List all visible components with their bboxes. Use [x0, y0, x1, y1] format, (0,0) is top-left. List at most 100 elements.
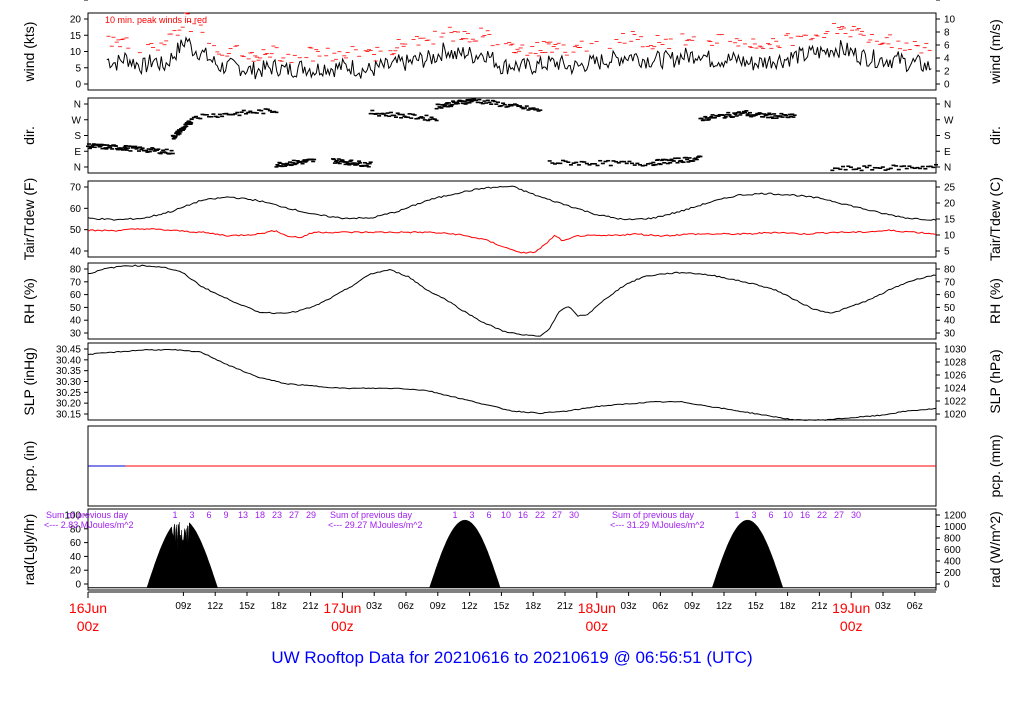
- rad-days-label: 18: [255, 510, 265, 520]
- slp-ytick-left-label: 30.45: [56, 345, 81, 356]
- wind-ytick-right-label: 6: [944, 41, 950, 52]
- dir-ytick-right-label: N: [944, 163, 951, 174]
- rad-ylabel-left: rad(Lgly/hr): [21, 514, 37, 586]
- rad-days-label: 10: [501, 510, 511, 520]
- dir-ytick-right-label: N: [944, 100, 951, 111]
- x-hour-label: 21z: [557, 601, 573, 612]
- rad-day-area: [146, 521, 219, 589]
- dir-panel-frame: [87, 97, 937, 174]
- rad-days-label: 3: [189, 510, 194, 520]
- slp-ytick-right-label: 1022: [944, 397, 967, 408]
- dir-ytick-left-label: S: [74, 131, 81, 142]
- rh-series-rh: [88, 264, 937, 337]
- wind-ytick-right-label: 8: [944, 28, 950, 39]
- rad-ytick-right-label: 1000: [944, 522, 967, 533]
- rad-ytick-right-label: 0: [944, 580, 950, 591]
- x-hour-label: 21z: [303, 601, 319, 612]
- dir-ytick-left-label: E: [74, 147, 81, 158]
- rad-days-label: 6: [768, 510, 773, 520]
- wind-annotation: 10 min. peak winds in red: [105, 15, 207, 25]
- slp-ytick-left-label: 30.15: [56, 410, 81, 421]
- rad-days-label: 13: [238, 510, 248, 520]
- dir-ytick-right-label: E: [944, 147, 951, 158]
- rad-days-label: 1: [172, 510, 177, 520]
- x-day-time: 00z: [77, 618, 100, 634]
- x-day-time: 00z: [840, 618, 863, 634]
- x-hour-label: 18z: [780, 601, 796, 612]
- temp-ytick-right-label: 10: [944, 231, 956, 242]
- x-hour-label: 09z: [430, 601, 446, 612]
- rad-ytick-left-label: 60: [70, 538, 82, 549]
- x-hour-label: 15z: [748, 601, 764, 612]
- x-day-date: 19Jun: [832, 600, 870, 616]
- rh-panel-frame: [87, 262, 937, 340]
- wind-ylabel-left: wind (kts): [21, 22, 37, 83]
- rh-ytick-left-label: 60: [70, 290, 82, 301]
- rad-annotation-line2: <--- 29.27 MJoules/m^2: [328, 520, 423, 530]
- x-day-time: 00z: [586, 618, 609, 634]
- rh-ytick-left-label: 30: [70, 329, 82, 340]
- x-hour-label: 09z: [175, 601, 191, 612]
- rad-annotation-line2: <--- 2.83 MJoules/m^2: [44, 520, 134, 530]
- rad-ytick-right-label: 1200: [944, 511, 967, 522]
- wind-ytick-left-label: 0: [75, 80, 81, 91]
- x-hour-label: 18z: [525, 601, 541, 612]
- temp-ytick-right-label: 5: [944, 247, 950, 258]
- wind-ytick-left-label: 5: [75, 63, 81, 74]
- rad-days-label: 23: [272, 510, 282, 520]
- rad-days-label: 16: [518, 510, 528, 520]
- rad-annotation-line1: Sum of previous day: [46, 510, 129, 520]
- rad-days-label: 22: [817, 510, 827, 520]
- pcp-ylabel-right: pcp. (mm): [987, 435, 1003, 498]
- pcp-ytick-left-label: 0: [75, 0, 81, 3]
- x-hour-label: 21z: [811, 601, 827, 612]
- rad-ylabel-right: rad (W/m^2): [987, 511, 1003, 588]
- temp-ytick-right-label: 15: [944, 215, 956, 226]
- slp-ytick-right-label: 1026: [944, 371, 967, 382]
- slp-ytick-right-label: 1028: [944, 358, 967, 369]
- rad-panel-frame: [87, 508, 937, 591]
- dir-ytick-left-label: W: [72, 115, 82, 126]
- slp-ylabel-right: SLP (hPa): [987, 349, 1003, 413]
- wind-ytick-left-label: 20: [70, 15, 82, 26]
- temp-series-tdew: [87, 228, 937, 254]
- slp-ytick-left-label: 30.25: [56, 388, 81, 399]
- rh-ytick-right-label: 40: [944, 316, 956, 327]
- page-title: UW Rooftop Data for 20210616 to 20210619…: [271, 648, 753, 667]
- rad-ytick-left-label: 40: [70, 552, 82, 563]
- wind-ylabel-right: wind (m/s): [987, 19, 1003, 85]
- dir-ytick-left-label: N: [74, 100, 81, 111]
- rad-days-label: 16: [800, 510, 810, 520]
- rad-days-label: 27: [552, 510, 562, 520]
- temp-panel-frame: [87, 180, 937, 258]
- rad-annotation-line1: Sum of previous day: [612, 510, 695, 520]
- x-hour-label: 06z: [398, 601, 414, 612]
- rad-days-label: 10: [783, 510, 793, 520]
- dir-ytick-right-label: W: [944, 115, 954, 126]
- temp-ylabel-left: Tair/Tdew (F): [21, 178, 37, 260]
- x-hour-label: 12z: [462, 601, 478, 612]
- slp-ytick-right-label: 1024: [944, 384, 967, 395]
- slp-ytick-right-label: 1020: [944, 410, 967, 421]
- slp-ytick-right-label: 1030: [944, 345, 967, 356]
- rad-days-label: 27: [834, 510, 844, 520]
- x-hour-label: 15z: [239, 601, 255, 612]
- rh-ytick-right-label: 50: [944, 303, 956, 314]
- rh-ytick-right-label: 30: [944, 329, 956, 340]
- slp-ytick-left-label: 30.35: [56, 366, 81, 377]
- rad-annotation-line2: <--- 31.29 MJoules/m^2: [610, 520, 705, 530]
- rad-ytick-left-label: 80: [70, 524, 82, 535]
- rad-ytick-left-label: 100: [64, 511, 81, 522]
- wind-ytick-left-label: 10: [70, 47, 82, 58]
- rh-ytick-left-label: 80: [70, 265, 82, 276]
- temp-ytick-right-label: 20: [944, 199, 956, 210]
- wind-ytick-right-label: 4: [944, 54, 950, 65]
- rh-ylabel-right: RH (%): [987, 278, 1003, 324]
- rad-days-label: 1: [734, 510, 739, 520]
- dir-ytick-right-label: S: [944, 131, 951, 142]
- dir-ytick-left-label: N: [74, 163, 81, 174]
- slp-ytick-left-label: 30.20: [56, 399, 81, 410]
- rad-days-label: 3: [751, 510, 756, 520]
